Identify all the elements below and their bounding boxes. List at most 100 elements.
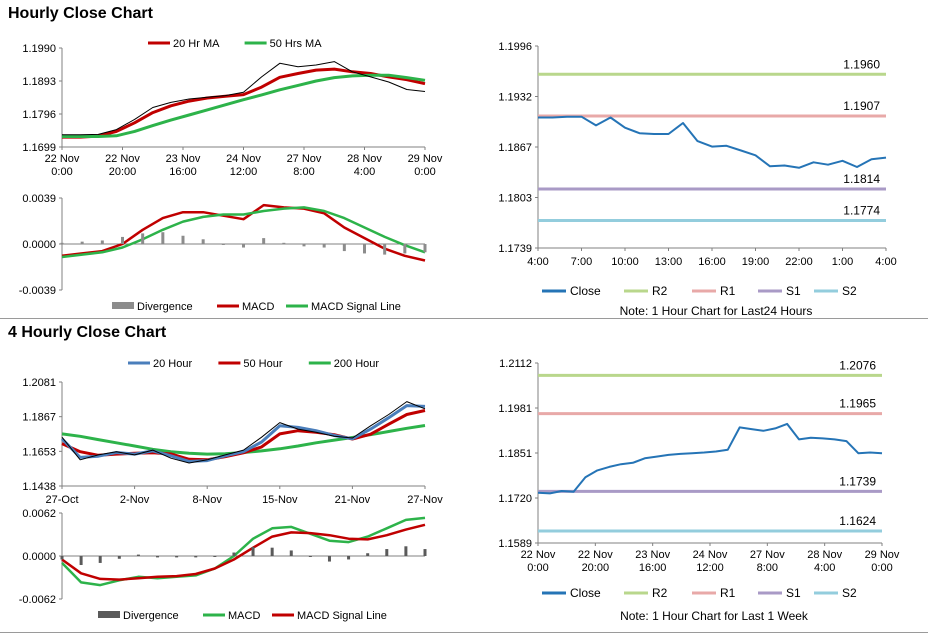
hourly-legend-label: 50 Hrs MA [270,38,323,50]
x-tick-label: 8-Nov [193,494,223,506]
four-hourly-divergence-bar [423,549,427,556]
y-tick-label: 1.1893 [22,76,56,88]
four-hourly-macd-macd-signal-line [61,523,426,581]
y-tick-label: 0.0000 [22,551,56,563]
y-tick-label: -0.0062 [19,594,56,606]
x-tick-label: 4:00 [354,166,375,178]
hourly-series-20-hr-ma [62,67,426,139]
hourly-divergence-bar [181,235,185,244]
x-tick-label: 29 Nov [408,153,443,165]
y-tick-label: 0.0039 [22,193,56,205]
four-hourly-divergence-bar [251,546,255,556]
hourly-levels-legend-label: S2 [842,284,857,298]
bottom-divider [0,632,928,633]
hourly-levels-legend-label: R2 [652,284,668,298]
x-tick-label: 27-Nov [407,494,443,506]
four-hourly-divergence-bar [232,552,236,556]
y-tick-label: 1.1653 [22,446,56,458]
x-tick-label: 7:00 [571,256,592,268]
x-tick-label: 0:00 [871,562,892,574]
x-tick-label: 0:00 [414,166,435,178]
four-hourly-divergence-bar [385,549,389,556]
hourly-divergence-bar [302,244,306,247]
four-hourly-macd-legend-swatch [98,611,120,618]
x-tick-label: 12:00 [230,166,258,178]
weekly-levels-legend-label: S2 [842,586,857,600]
four-hourly-section-title: 4 Hourly Close Chart [8,324,167,341]
hourly-divergence-bar [141,233,145,244]
hourly-series-close [62,61,426,136]
x-tick-label: 16:00 [639,562,667,574]
x-tick-label: 22 Nov [578,549,613,561]
x-tick-label: 27 Nov [750,549,785,561]
four-hourly-divergence-bar [327,556,331,562]
y-tick-label: 1.1803 [498,193,532,205]
hourly-divergence-bar [423,244,427,253]
hourly-section-title: Hourly Close Chart [8,5,153,22]
x-tick-label: 10:00 [611,256,639,268]
hourly-divergence-bar [363,244,366,254]
y-tick-label: 1.2081 [22,377,56,389]
x-tick-label: 22:00 [785,256,813,268]
x-tick-label: 28 Nov [347,153,382,165]
four-hourly-macd-legend-label: MACD Signal Line [297,610,387,622]
hourly-divergence-bar [322,244,326,248]
x-tick-label: 1:00 [832,256,853,268]
four-hourly-macd-legend-label: MACD [228,610,260,622]
four-hourly-divergence-bar [289,550,293,556]
y-tick-label: -0.0039 [19,285,56,297]
hourly-divergence-bar [262,238,266,244]
weekly-levels-level-label: 1.1624 [839,514,876,528]
weekly-levels-legend-label: R1 [720,586,736,600]
x-tick-label: 20:00 [109,166,137,178]
y-tick-label: 1.1851 [498,448,532,460]
y-tick-label: 1.1981 [498,403,532,415]
hourly-divergence-bar [100,240,104,244]
y-tick-label: 1.1990 [22,43,56,55]
four-hourly-divergence-bar [347,556,351,560]
x-tick-label: 22 Nov [105,153,140,165]
x-tick-label: 20:00 [582,562,610,574]
y-tick-label: 1.1699 [22,142,56,154]
x-tick-label: 15-Nov [262,494,298,506]
hourly-levels-note: Note: 1 Hour Chart for Last24 Hours [620,304,813,318]
y-tick-label: 1.2112 [499,358,532,370]
weekly-levels-level-label: 1.2076 [839,358,876,372]
hourly-divergence-bar [221,244,225,245]
x-tick-label: 4:00 [814,562,835,574]
x-tick-label: 27 Nov [287,153,322,165]
hourly-divergence-bar [383,244,387,255]
hourly-divergence-bar [242,244,245,248]
weekly-levels-close-line [537,422,883,495]
x-tick-label: 4:00 [527,256,548,268]
hourly-divergence-bar [161,232,165,244]
hourly-divergence-bar [403,244,407,254]
y-tick-label: 0.0062 [22,508,56,520]
four-hourly-divergence-bar [156,556,160,558]
weekly-levels-legend-label: S1 [786,586,801,600]
four-hourly-divergence-bar [117,556,121,559]
y-tick-label: 1.1932 [498,92,532,104]
hourly-legend-label: 20 Hr MA [173,38,220,50]
x-tick-label: 29 Nov [865,549,900,561]
x-tick-label: 16:00 [698,256,726,268]
weekly-levels-level-label: 1.1965 [839,397,876,411]
hourly-levels-level-label: 1.1960 [843,57,880,71]
hourly-divergence-bar [121,236,124,244]
x-tick-label: 13:00 [655,256,683,268]
x-tick-label: 24 Nov [693,549,728,561]
x-tick-label: 16:00 [169,166,197,178]
x-tick-label: 22 Nov [45,153,80,165]
x-tick-label: 0:00 [527,562,548,574]
x-tick-label: 12:00 [696,562,724,574]
x-tick-label: 19:00 [742,256,770,268]
four-hourly-legend-label: 20 Hour [153,358,192,370]
four-hourly-legend-label: 50 Hour [243,358,282,370]
four-hourly-divergence-bar [194,556,198,558]
hourly-divergence-bar [80,241,84,244]
four-hourly-macd-legend-label: Divergence [123,610,179,622]
hourly-macd-legend-swatch [112,302,134,309]
hourly-levels-level-label: 1.1774 [843,203,880,217]
x-tick-label: 2-Nov [120,494,150,506]
